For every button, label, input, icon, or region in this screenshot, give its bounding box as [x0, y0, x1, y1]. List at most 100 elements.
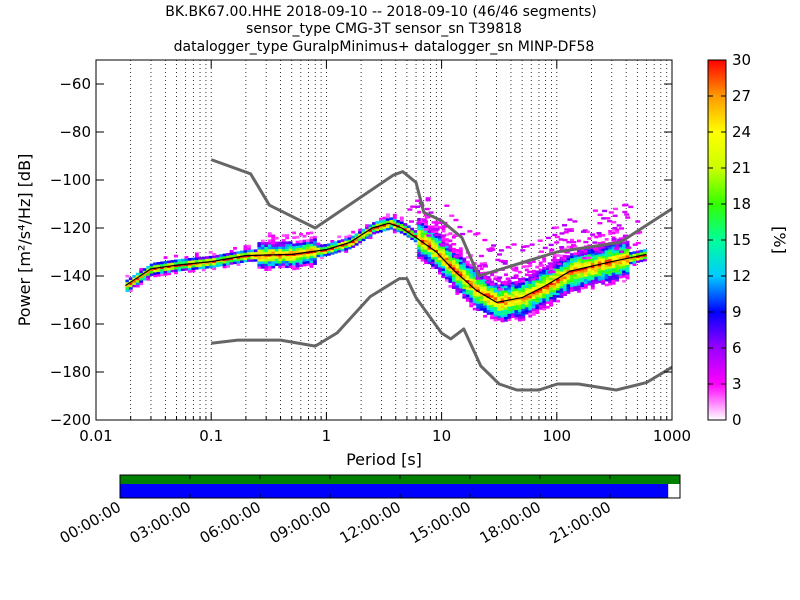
psd-cell: [493, 316, 498, 319]
psd-cell: [549, 275, 554, 278]
psd-cell: [295, 255, 300, 258]
psd-cell: [545, 286, 550, 290]
psd-outlier-cell: [498, 249, 504, 252]
psd-cell: [493, 306, 498, 310]
psd-cell: [594, 261, 599, 265]
psd-cell: [576, 239, 581, 243]
psd-cell: [285, 265, 290, 269]
psd-cell: [465, 277, 470, 281]
psd-cell: [389, 224, 394, 228]
psd-cell: [552, 287, 557, 291]
psd-cell: [451, 271, 456, 275]
psd-cell: [611, 265, 616, 268]
psd-cell: [299, 256, 303, 260]
psd-outlier-cell: [513, 274, 519, 278]
psd-cell: [194, 266, 199, 270]
psd-cell: [490, 280, 495, 284]
psd-cell: [524, 302, 529, 305]
psd-cell: [580, 257, 585, 261]
psd-cell: [504, 304, 508, 308]
psd-cell: [306, 241, 310, 245]
psd-cell: [163, 256, 168, 259]
psd-cell: [438, 264, 442, 268]
psd-cell: [608, 258, 613, 262]
psd-cell: [531, 269, 536, 273]
psd-cell: [497, 317, 501, 321]
psd-cell: [264, 241, 269, 245]
psd-cell: [611, 236, 616, 240]
psd-outlier-cell: [493, 277, 499, 281]
psd-cell: [403, 227, 408, 231]
psd-cell: [413, 230, 418, 233]
psd-cell: [580, 286, 585, 290]
psd-cell: [556, 278, 561, 281]
psd-cell: [260, 249, 265, 252]
psd-cell: [608, 249, 613, 252]
psd-cell: [486, 285, 491, 289]
psd-cell: [563, 269, 567, 272]
psd-cell: [521, 291, 526, 295]
psd-cell: [472, 300, 477, 304]
psd-cell: [545, 284, 550, 288]
psd-cell: [507, 284, 512, 288]
psd-cell: [260, 256, 265, 260]
psd-cell: [153, 262, 158, 266]
psd-cell: [295, 247, 300, 251]
psd-cell: [257, 246, 262, 250]
psd-cell: [375, 228, 380, 231]
psd-cell: [566, 255, 571, 258]
psd-cell: [500, 310, 505, 313]
psd-cell: [608, 278, 613, 281]
psd-cell: [538, 261, 543, 265]
psd-cell: [438, 269, 442, 273]
psd-cell: [368, 224, 373, 228]
psd-outlier-cell: [491, 244, 497, 247]
psd-cell: [455, 280, 460, 283]
psd-cell: [434, 266, 439, 270]
psd-cell: [326, 245, 331, 249]
psd-cell: [486, 283, 491, 287]
psd-cell: [594, 273, 599, 277]
psd-cell: [278, 243, 283, 247]
psd-cell: [365, 233, 369, 237]
psd-outlier-cell: [451, 243, 457, 246]
psd-outlier-cell: [426, 234, 432, 237]
psd-cell: [236, 253, 241, 257]
psd-cell: [490, 297, 495, 301]
psd-cell: [170, 267, 175, 270]
psd-cell: [160, 261, 165, 265]
psd-cell: [570, 255, 574, 259]
psd-cell: [597, 280, 602, 284]
psd-cell: [521, 279, 526, 283]
psd-cell: [233, 247, 237, 250]
psd-cell: [618, 251, 623, 255]
psd-cell: [535, 294, 540, 298]
psd-cell: [417, 237, 422, 240]
psd-cell: [260, 251, 265, 255]
psd-cell: [566, 257, 571, 261]
psd-cell: [632, 260, 637, 264]
psd-cell: [479, 293, 484, 297]
psd-cell: [427, 237, 432, 241]
psd-outlier-cell: [431, 221, 437, 224]
psd-outlier-cell: [497, 288, 503, 291]
psd-cell: [420, 237, 425, 240]
psd-cell: [455, 265, 460, 269]
psd-cell: [472, 283, 477, 287]
psd-cell: [590, 260, 595, 264]
psd-outlier-cell: [563, 231, 569, 234]
psd-cell: [396, 222, 401, 226]
psd-cell: [549, 279, 554, 283]
psd-cell: [417, 256, 422, 260]
psd-cell: [559, 288, 564, 291]
psd-cell: [566, 274, 571, 278]
psd-cell: [267, 239, 272, 243]
psd-cell: [146, 277, 151, 281]
psd-outlier-cell: [559, 246, 565, 249]
psd-cell: [448, 273, 453, 276]
psd-cell: [538, 280, 543, 284]
psd-cell: [625, 262, 630, 266]
psd-outlier-cell: [584, 230, 590, 233]
colorbar-tick-label: 27: [732, 87, 751, 105]
psd-cell: [431, 249, 435, 253]
